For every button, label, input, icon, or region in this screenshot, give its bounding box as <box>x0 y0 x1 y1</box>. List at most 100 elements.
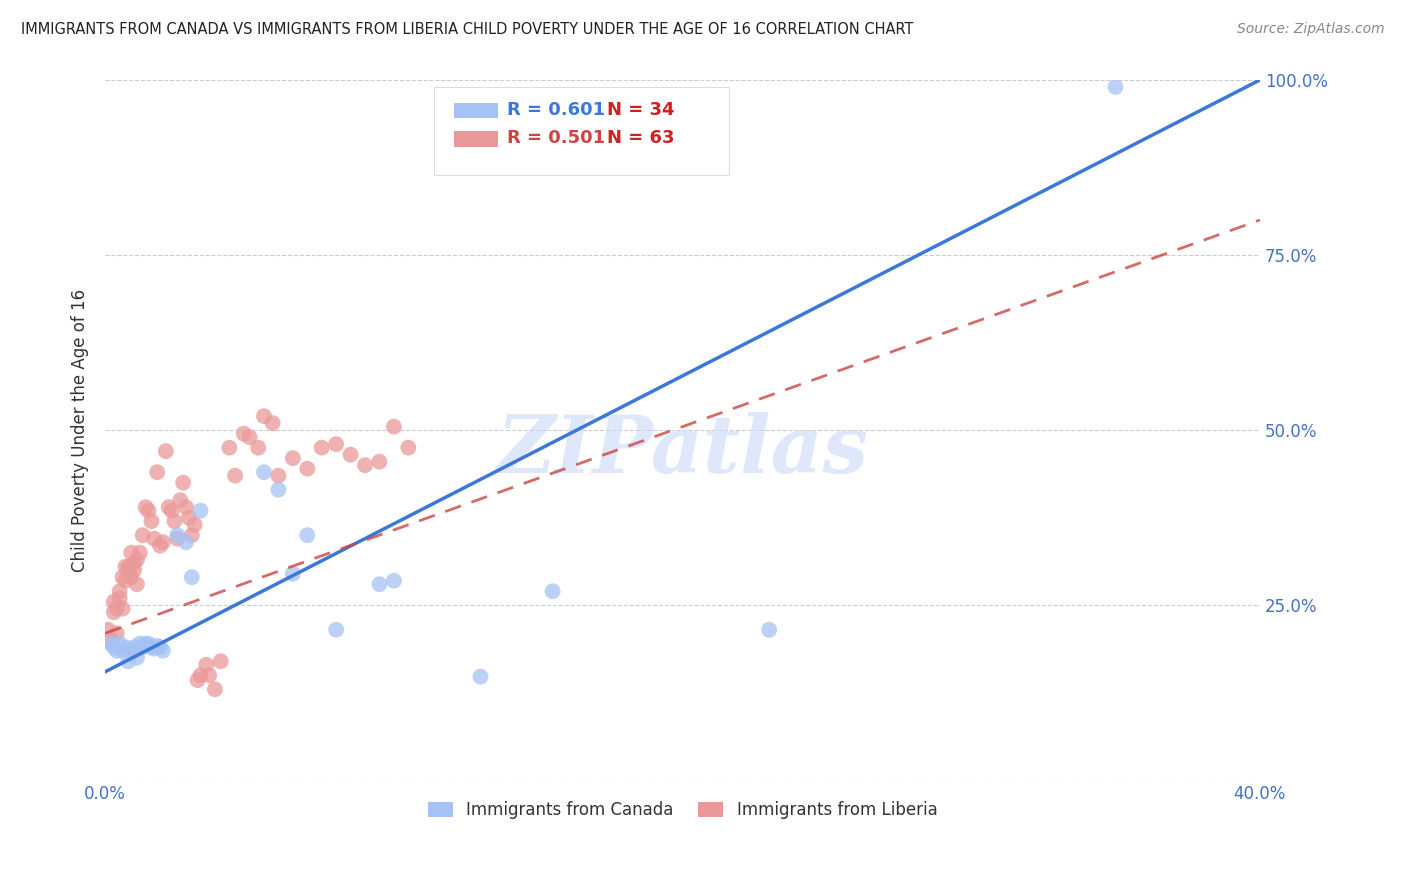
Point <box>135 500 157 515</box>
Point <box>166 528 188 542</box>
Point <box>122 556 145 570</box>
Point <box>187 673 209 688</box>
Point <box>103 640 125 655</box>
Point <box>149 539 172 553</box>
Point <box>253 409 276 424</box>
Point <box>166 532 188 546</box>
Point <box>339 448 361 462</box>
Point <box>160 504 183 518</box>
Text: IMMIGRANTS FROM CANADA VS IMMIGRANTS FROM LIBERIA CHILD POVERTY UNDER THE AGE OF: IMMIGRANTS FROM CANADA VS IMMIGRANTS FRO… <box>21 22 914 37</box>
Point <box>368 577 391 591</box>
Point <box>758 623 780 637</box>
Point <box>382 419 405 434</box>
Point <box>141 514 163 528</box>
Point <box>157 500 180 515</box>
Point <box>120 644 142 658</box>
Point <box>169 493 191 508</box>
Point <box>128 546 150 560</box>
Point <box>120 570 142 584</box>
Legend: Immigrants from Canada, Immigrants from Liberia: Immigrants from Canada, Immigrants from … <box>423 797 942 824</box>
Point <box>281 566 304 581</box>
Point <box>174 535 197 549</box>
Point <box>267 483 290 497</box>
Point <box>103 605 125 619</box>
Point <box>253 465 276 479</box>
Point <box>111 570 134 584</box>
Point <box>396 441 419 455</box>
FancyBboxPatch shape <box>454 103 498 119</box>
Point <box>105 626 128 640</box>
Point <box>224 468 246 483</box>
Point <box>232 426 254 441</box>
Point <box>125 552 148 566</box>
Point <box>111 601 134 615</box>
Point <box>125 650 148 665</box>
Point <box>117 559 139 574</box>
Point <box>117 654 139 668</box>
Point <box>141 640 163 655</box>
Point <box>120 546 142 560</box>
Point <box>470 670 492 684</box>
Point <box>541 584 564 599</box>
Point <box>262 416 284 430</box>
Point <box>198 668 221 682</box>
Point <box>128 637 150 651</box>
Point <box>325 437 347 451</box>
Point <box>108 637 131 651</box>
Point <box>111 644 134 658</box>
Point <box>138 504 160 518</box>
Point <box>152 535 174 549</box>
Point <box>180 570 202 584</box>
Point <box>132 640 155 655</box>
Point <box>238 430 260 444</box>
Point <box>354 458 377 472</box>
Text: R = 0.501: R = 0.501 <box>508 129 605 147</box>
Point <box>180 528 202 542</box>
Point <box>108 584 131 599</box>
Point <box>177 510 200 524</box>
Point <box>190 504 212 518</box>
Point <box>1104 80 1126 95</box>
Point <box>183 517 205 532</box>
Point <box>152 644 174 658</box>
Point <box>143 641 166 656</box>
Point <box>155 444 177 458</box>
Point <box>100 637 122 651</box>
Point <box>163 514 186 528</box>
Point <box>132 528 155 542</box>
Point <box>311 441 333 455</box>
Text: R = 0.601: R = 0.601 <box>508 101 605 120</box>
Point <box>108 591 131 606</box>
Point <box>172 475 194 490</box>
Point <box>368 455 391 469</box>
Point <box>114 640 136 655</box>
Point <box>135 637 157 651</box>
Point <box>281 451 304 466</box>
Point <box>149 640 172 655</box>
Point <box>190 668 212 682</box>
Y-axis label: Child Poverty Under the Age of 16: Child Poverty Under the Age of 16 <box>72 289 89 572</box>
Point <box>122 640 145 655</box>
Point <box>125 577 148 591</box>
Point <box>100 633 122 648</box>
Point <box>143 532 166 546</box>
Point <box>146 639 169 653</box>
Point <box>114 559 136 574</box>
Point <box>382 574 405 588</box>
Point <box>218 441 240 455</box>
Point <box>174 500 197 515</box>
Text: ZIPatlas: ZIPatlas <box>496 412 869 490</box>
Point <box>146 465 169 479</box>
Text: N = 34: N = 34 <box>607 101 675 120</box>
Point <box>209 654 232 668</box>
Point <box>122 563 145 577</box>
Point <box>138 637 160 651</box>
Text: N = 63: N = 63 <box>607 129 675 147</box>
FancyBboxPatch shape <box>434 87 728 175</box>
Point <box>117 563 139 577</box>
Point <box>195 657 218 672</box>
Point <box>105 644 128 658</box>
Point <box>297 461 319 475</box>
Text: Source: ZipAtlas.com: Source: ZipAtlas.com <box>1237 22 1385 37</box>
Point <box>105 601 128 615</box>
